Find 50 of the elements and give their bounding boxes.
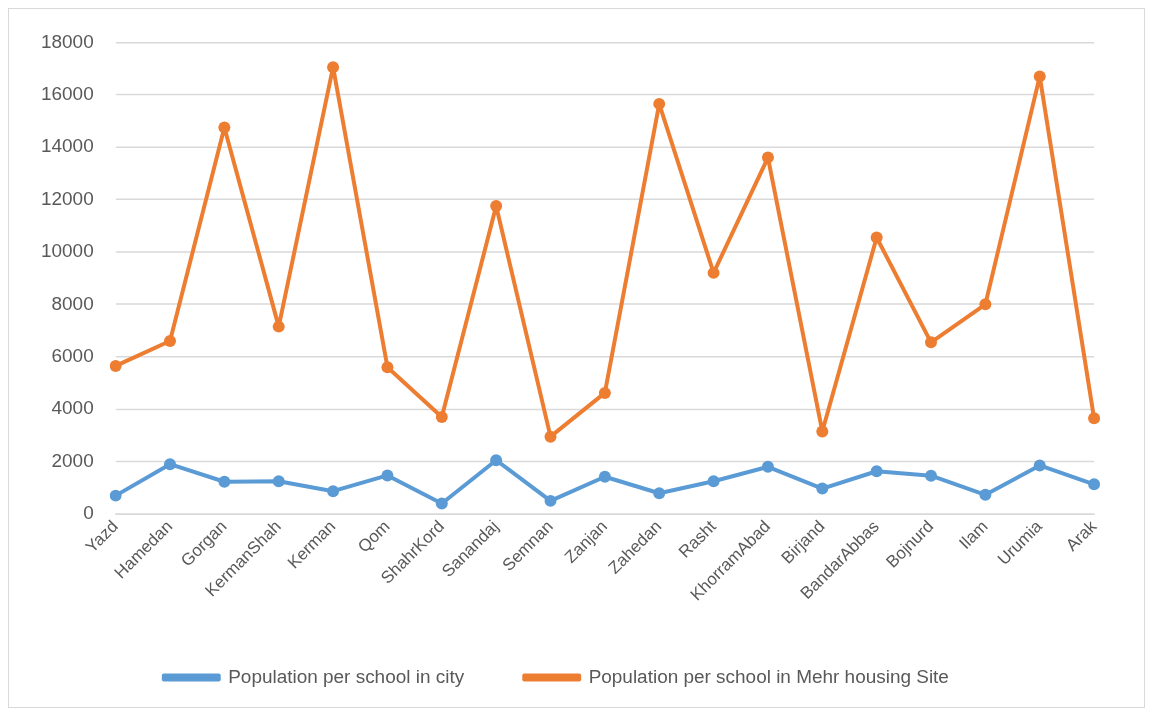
point bbox=[925, 336, 937, 349]
point bbox=[761, 151, 774, 164]
point bbox=[1033, 70, 1046, 83]
point bbox=[707, 475, 720, 488]
point bbox=[109, 489, 122, 502]
point bbox=[598, 470, 611, 483]
point bbox=[870, 465, 883, 478]
point bbox=[1088, 412, 1101, 425]
point bbox=[653, 97, 666, 110]
point bbox=[598, 386, 611, 399]
y-tick-label: 6000 bbox=[51, 344, 94, 366]
point bbox=[381, 361, 394, 374]
point bbox=[272, 475, 285, 488]
y-tick-label: 4000 bbox=[51, 397, 94, 419]
point bbox=[218, 475, 231, 488]
point bbox=[490, 454, 503, 467]
y-tick-label: 14000 bbox=[40, 135, 94, 157]
point bbox=[164, 458, 176, 471]
point bbox=[761, 460, 774, 473]
point bbox=[164, 335, 176, 347]
point bbox=[435, 497, 448, 510]
legend-label: Population per school in city bbox=[228, 665, 465, 687]
point bbox=[707, 266, 720, 279]
point bbox=[109, 359, 122, 372]
point bbox=[979, 488, 992, 501]
point bbox=[435, 411, 448, 423]
y-tick-label: 8000 bbox=[51, 292, 94, 314]
legend-label: Population per school in Mehr housing Site bbox=[588, 665, 949, 687]
point bbox=[979, 298, 992, 311]
point bbox=[544, 494, 557, 507]
point bbox=[653, 487, 666, 500]
point bbox=[816, 425, 829, 438]
y-tick-label: 10000 bbox=[40, 240, 94, 262]
point bbox=[925, 469, 937, 482]
point bbox=[327, 485, 340, 498]
y-tick-label: 18000 bbox=[40, 30, 94, 52]
point bbox=[870, 231, 883, 244]
x-tick-label: Ilam bbox=[955, 516, 992, 553]
y-tick-label: 12000 bbox=[40, 187, 94, 209]
point bbox=[544, 430, 557, 443]
y-tick-label: 2000 bbox=[51, 449, 94, 471]
point bbox=[816, 482, 829, 495]
point bbox=[272, 320, 285, 333]
y-tick-label: 0 bbox=[83, 502, 94, 524]
point bbox=[1088, 478, 1101, 491]
point bbox=[218, 121, 231, 134]
y-tick-label: 16000 bbox=[40, 82, 94, 104]
point bbox=[1033, 459, 1046, 472]
point bbox=[327, 61, 340, 74]
point bbox=[381, 469, 394, 482]
